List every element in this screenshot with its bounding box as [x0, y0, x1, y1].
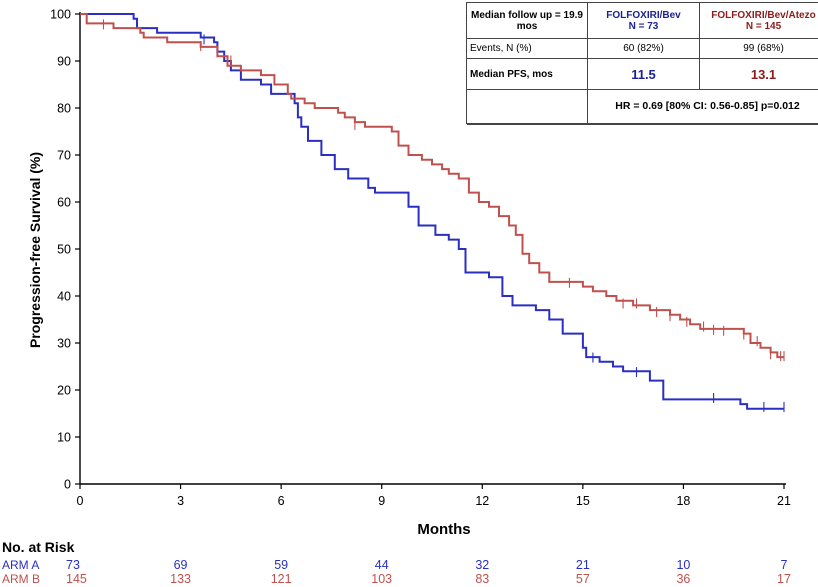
risk-table-title: No. at Risk: [2, 539, 75, 555]
x-tick-label: 12: [475, 494, 489, 508]
arm-b-risk-count: 103: [371, 572, 392, 586]
median-pfs-arm-a: 11.5: [587, 58, 700, 90]
arm-b-risk-count: 145: [66, 572, 87, 586]
arm-a-risk-label: ARM A: [2, 558, 39, 572]
arm-b-risk-count: 57: [576, 572, 590, 586]
hr-blank-cell: [466, 88, 588, 125]
arm-a-risk-count: 10: [676, 558, 690, 572]
x-axis-title: Months: [417, 521, 470, 538]
median-pfs-label: Median PFS, mos: [466, 58, 588, 90]
y-tick-label: 90: [57, 55, 71, 69]
arm-a-survival-curve: [80, 13, 784, 410]
x-tick-label: 0: [77, 494, 84, 508]
chart-axes: [79, 12, 786, 485]
y-tick-label: 80: [57, 102, 71, 116]
hazard-ratio: HR = 0.69 [80% CI: 0.56-0.85] p=0.012: [587, 88, 818, 125]
x-tick-label: 18: [676, 494, 690, 508]
arm-a-header-name: FOLFOXIRI/Bev: [606, 9, 681, 21]
arm-b-header-name: FOLFOXIRI/Bev/Atezo: [711, 9, 816, 21]
x-tick-label: 15: [576, 494, 590, 508]
x-tick-label: 9: [378, 494, 385, 508]
arm-b-risk-count: 83: [475, 572, 489, 586]
x-axis-ticks: 0 3 6 9 12 15 18 21: [77, 484, 791, 508]
arm-a-risk-count: 73: [66, 558, 80, 572]
arm-b-header-n: N = 145: [745, 20, 782, 32]
summary-table: Median follow up = 19.9 mos FOLFOXIRI/Be…: [466, 1, 818, 125]
arm-a-risk-count: 59: [274, 558, 288, 572]
arm-a-risk-count: 7: [781, 558, 788, 572]
arm-b-risk-count: 133: [170, 572, 191, 586]
risk-table: ARM A 73 69 59 44 32 21 10 7 ARM B 145 133 121 103 83 5…: [2, 558, 791, 586]
arm-b-risk-label: ARM B: [2, 572, 40, 586]
arm-a-header-n: N = 73: [628, 20, 659, 32]
follow-up-cell: Median follow up = 19.9 mos: [466, 1, 588, 40]
y-tick-label: 40: [57, 290, 71, 304]
y-tick-label: 50: [57, 243, 71, 257]
arm-a-risk-count: 32: [475, 558, 489, 572]
x-tick-label: 21: [777, 494, 791, 508]
y-tick-label: 30: [57, 337, 71, 351]
arm-b-header: FOLFOXIRI/Bev/Atezo N = 145: [699, 1, 818, 40]
events-arm-b: 99 (68%): [699, 38, 818, 60]
y-tick-label: 10: [57, 431, 71, 445]
y-tick-label: 70: [57, 149, 71, 163]
y-axis-title: Progression-free Survival (%): [27, 152, 43, 348]
events-label: Events, N (%): [466, 38, 588, 60]
arm-b-risk-count: 121: [271, 572, 292, 586]
events-arm-a: 60 (82%): [587, 38, 700, 60]
x-tick-label: 3: [177, 494, 184, 508]
y-tick-label: 20: [57, 384, 71, 398]
y-axis-ticks: 0 10 20 30 40 50 60 70 80 90 100: [50, 8, 80, 492]
y-tick-label: 100: [50, 8, 71, 22]
censor-marks: [102, 19, 785, 412]
arm-b-risk-count: 36: [676, 572, 690, 586]
arm-b-risk-count: 17: [777, 572, 791, 586]
arm-a-risk-count: 44: [375, 558, 389, 572]
arm-a-header: FOLFOXIRI/Bev N = 73: [587, 1, 700, 40]
arm-a-risk-count: 21: [576, 558, 590, 572]
median-pfs-arm-b: 13.1: [699, 58, 818, 90]
x-tick-label: 6: [278, 494, 285, 508]
y-tick-label: 0: [64, 478, 71, 492]
y-tick-label: 60: [57, 196, 71, 210]
arm-a-risk-count: 69: [174, 558, 188, 572]
